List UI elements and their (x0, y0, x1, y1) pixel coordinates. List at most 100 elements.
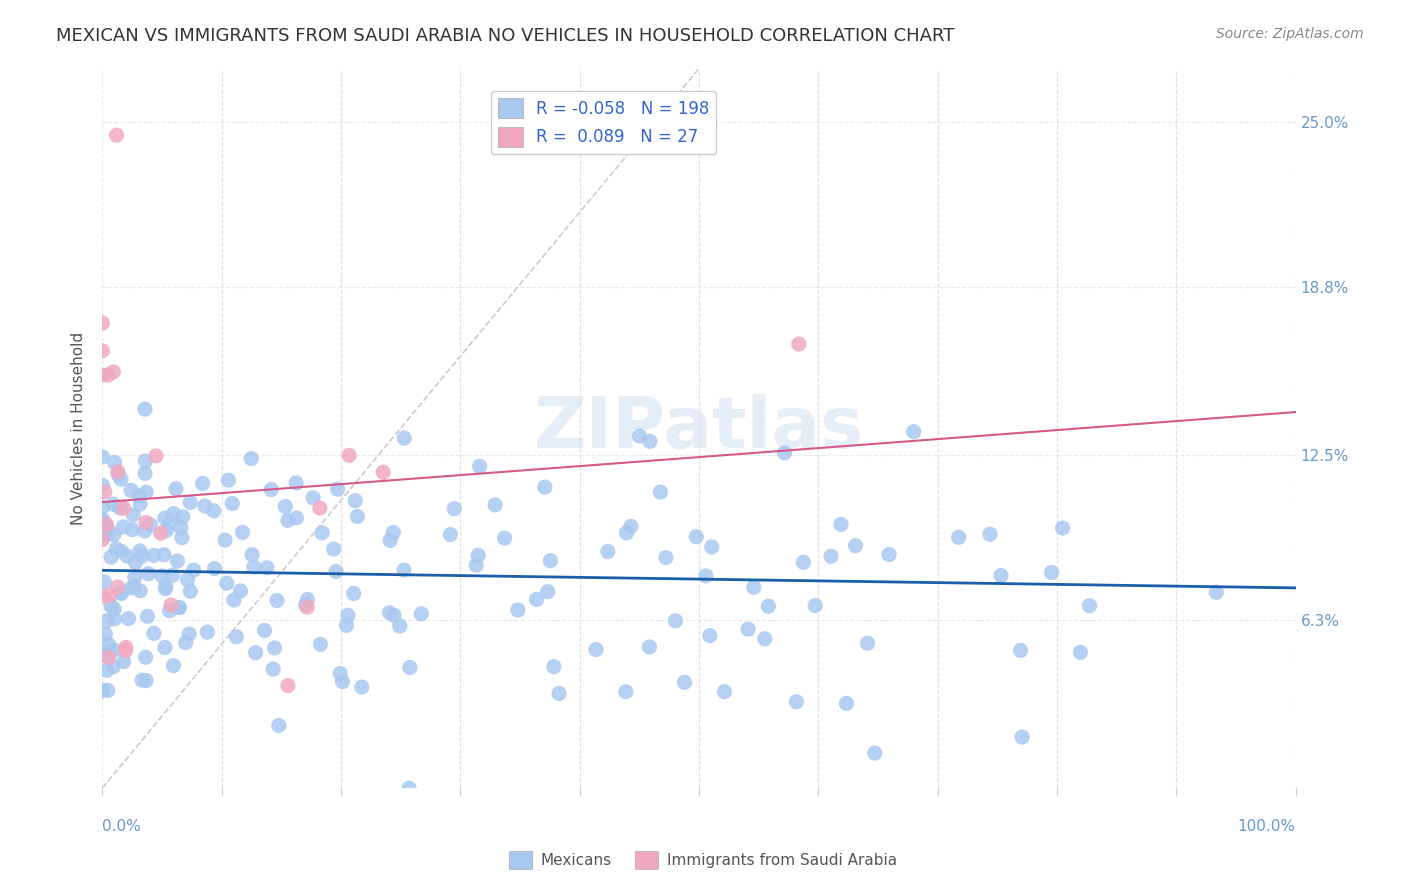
Mexicans (543, 659, 565, 673)
Mexicans (135, 650, 157, 665)
Mexicans (443, 501, 465, 516)
Mexicans (176, 573, 198, 587)
Mexicans (107, 467, 129, 482)
Text: 0.0%: 0.0% (103, 820, 141, 834)
Mexicans (411, 607, 433, 621)
Mexicans (835, 697, 858, 711)
Mexicans (756, 599, 779, 614)
Mexicans (467, 549, 489, 563)
Mexicans (97, 638, 120, 652)
Legend: Mexicans, Immigrants from Saudi Arabia: Mexicans, Immigrants from Saudi Arabia (503, 845, 903, 875)
Mexicans (96, 614, 118, 628)
Mexicans (194, 499, 217, 513)
Mexicans (174, 635, 197, 649)
Mexicans (110, 472, 132, 486)
Mexicans (170, 520, 193, 534)
Immigrants from Saudi Arabia (97, 650, 120, 665)
Mexicans (96, 664, 118, 678)
Mexicans (394, 431, 416, 445)
Mexicans (100, 599, 122, 614)
Mexicans (820, 549, 842, 564)
Mexicans (465, 558, 488, 573)
Mexicans (112, 655, 135, 669)
Immigrants from Saudi Arabia (160, 598, 183, 612)
Mexicans (91, 683, 114, 698)
Immigrants from Saudi Arabia (107, 465, 129, 479)
Mexicans (117, 611, 139, 625)
Mexicans (215, 576, 238, 591)
Mexicans (93, 574, 115, 589)
Mexicans (243, 560, 266, 574)
Mexicans (135, 485, 157, 500)
Mexicans (329, 666, 352, 681)
Mexicans (596, 544, 619, 558)
Mexicans (163, 507, 186, 521)
Mexicans (260, 483, 283, 497)
Mexicans (97, 645, 120, 659)
Mexicans (326, 482, 349, 496)
Immigrants from Saudi Arabia (98, 588, 121, 602)
Mexicans (263, 640, 285, 655)
Immigrants from Saudi Arabia (371, 465, 394, 479)
Mexicans (135, 673, 157, 688)
Immigrants from Saudi Arabia (105, 128, 128, 143)
Mexicans (129, 497, 152, 511)
Mexicans (1052, 521, 1074, 535)
Mexicans (877, 548, 900, 562)
Mexicans (166, 554, 188, 568)
Mexicans (346, 509, 368, 524)
Mexicans (129, 583, 152, 598)
Mexicans (830, 517, 852, 532)
Mexicans (311, 525, 333, 540)
Immigrants from Saudi Arabia (112, 501, 135, 516)
Mexicans (96, 527, 118, 541)
Mexicans (105, 541, 128, 556)
Immigrants from Saudi Arabia (787, 337, 810, 351)
Mexicans (537, 584, 560, 599)
Mexicans (388, 619, 411, 633)
Immigrants from Saudi Arabia (277, 679, 299, 693)
Immigrants from Saudi Arabia (96, 517, 118, 532)
Mexicans (538, 554, 561, 568)
Mexicans (131, 673, 153, 687)
Mexicans (685, 530, 707, 544)
Mexicans (616, 525, 638, 540)
Mexicans (155, 582, 177, 596)
Mexicans (256, 560, 278, 574)
Mexicans (183, 563, 205, 577)
Mexicans (699, 629, 721, 643)
Mexicans (1010, 643, 1032, 657)
Immigrants from Saudi Arabia (91, 343, 114, 358)
Mexicans (285, 511, 308, 525)
Mexicans (903, 425, 925, 439)
Mexicans (548, 686, 571, 700)
Mexicans (121, 581, 143, 595)
Mexicans (1040, 566, 1063, 580)
Mexicans (179, 627, 201, 641)
Mexicans (179, 584, 201, 599)
Mexicans (398, 781, 420, 796)
Mexicans (322, 541, 344, 556)
Mexicans (245, 646, 267, 660)
Text: Source: ZipAtlas.com: Source: ZipAtlas.com (1216, 27, 1364, 41)
Mexicans (844, 539, 866, 553)
Text: 100.0%: 100.0% (1237, 820, 1295, 834)
Immigrants from Saudi Arabia (145, 449, 167, 463)
Mexicans (204, 561, 226, 575)
Mexicans (785, 695, 807, 709)
Mexicans (103, 602, 125, 616)
Mexicans (302, 491, 325, 505)
Mexicans (165, 482, 187, 496)
Mexicans (990, 568, 1012, 582)
Immigrants from Saudi Arabia (149, 526, 172, 541)
Mexicans (167, 600, 190, 615)
Mexicans (700, 540, 723, 554)
Mexicans (742, 580, 765, 594)
Mexicans (172, 509, 194, 524)
Mexicans (979, 527, 1001, 541)
Mexicans (159, 604, 181, 618)
Mexicans (468, 459, 491, 474)
Mexicans (382, 608, 405, 623)
Mexicans (309, 637, 332, 651)
Mexicans (142, 626, 165, 640)
